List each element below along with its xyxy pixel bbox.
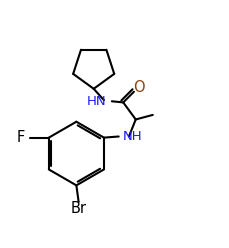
Text: HN: HN xyxy=(86,95,106,108)
Text: O: O xyxy=(132,80,144,95)
Text: NH: NH xyxy=(123,130,142,143)
Text: F: F xyxy=(17,130,25,145)
Text: Br: Br xyxy=(70,201,86,216)
